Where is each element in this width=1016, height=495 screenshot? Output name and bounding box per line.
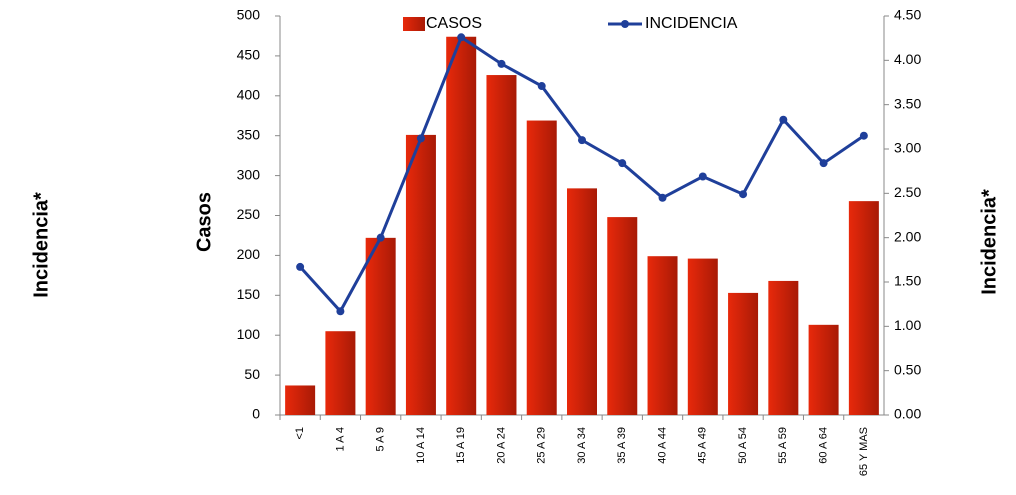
line-point bbox=[578, 136, 586, 145]
x-tick-label: <1 bbox=[294, 427, 306, 440]
bar bbox=[687, 258, 718, 415]
bar bbox=[285, 385, 316, 415]
annotation: Incidencia* bbox=[30, 192, 52, 298]
y-tick-label: 0 bbox=[252, 406, 260, 422]
line-point bbox=[819, 159, 828, 168]
bar bbox=[848, 201, 879, 415]
y-tick-label: 50 bbox=[244, 366, 260, 382]
bar bbox=[728, 292, 759, 415]
line-point bbox=[336, 307, 345, 316]
line-point bbox=[658, 193, 667, 202]
bar bbox=[607, 217, 638, 415]
x-tick-label: 45 A 49 bbox=[697, 427, 709, 464]
y-tick-label: 350 bbox=[237, 126, 261, 142]
y2-tick-label: 2.50 bbox=[894, 184, 921, 200]
y2-tick-label: 0.00 bbox=[894, 406, 921, 422]
y2-tick-label: 4.50 bbox=[894, 7, 921, 23]
bar bbox=[808, 324, 839, 415]
line-point bbox=[698, 172, 707, 181]
y2-tick-label: 3.00 bbox=[894, 140, 921, 156]
y-tick-label: 400 bbox=[237, 87, 261, 103]
y2-tick-label: 1.00 bbox=[894, 317, 921, 333]
x-tick-label: 35 A 39 bbox=[616, 427, 628, 464]
bar bbox=[526, 120, 557, 416]
bar bbox=[405, 134, 436, 416]
bar bbox=[567, 188, 597, 415]
y-tick-label: 150 bbox=[237, 286, 261, 302]
y2-axis-label: Incidencia* bbox=[978, 189, 1000, 295]
line-point bbox=[739, 190, 748, 199]
bar bbox=[365, 237, 396, 415]
x-tick-label: 20 A 24 bbox=[495, 427, 507, 464]
y2-tick-label: 1.50 bbox=[894, 273, 921, 289]
x-tick-label: 50 A 54 bbox=[737, 427, 749, 464]
x-tick-label: 65 Y MAS bbox=[858, 427, 870, 476]
line-point bbox=[296, 262, 305, 271]
legend-swatch bbox=[403, 17, 425, 31]
x-tick-label: 15 A 19 bbox=[455, 427, 467, 464]
legend-marker bbox=[621, 20, 629, 28]
x-tick-label: 5 A 9 bbox=[375, 427, 387, 451]
y2-tick-label: 3.50 bbox=[894, 95, 921, 111]
line-point bbox=[859, 131, 868, 140]
line-point bbox=[779, 115, 788, 124]
y-axis-label: Casos bbox=[193, 192, 215, 252]
bar bbox=[486, 75, 517, 415]
x-tick-label: 25 A 29 bbox=[536, 427, 548, 464]
line-point bbox=[416, 134, 425, 143]
y2-tick-label: 4.00 bbox=[894, 51, 921, 67]
bar bbox=[768, 280, 799, 415]
bar bbox=[446, 36, 477, 416]
y-tick-label: 100 bbox=[237, 326, 261, 342]
y-tick-label: 500 bbox=[237, 7, 261, 23]
line-point bbox=[537, 82, 546, 91]
x-tick-label: 60 A 64 bbox=[818, 427, 830, 464]
y-tick-label: 200 bbox=[237, 246, 261, 262]
y2-tick-label: 2.00 bbox=[894, 228, 921, 244]
x-tick-label: 55 A 59 bbox=[777, 427, 789, 464]
y-tick-label: 250 bbox=[237, 206, 261, 222]
line-point bbox=[376, 233, 385, 242]
y2-tick-label: 0.50 bbox=[894, 361, 921, 377]
x-tick-label: 10 A 14 bbox=[415, 427, 427, 464]
line-point bbox=[618, 159, 627, 168]
x-tick-label: 30 A 34 bbox=[576, 427, 588, 464]
legend-label: INCIDENCIA bbox=[645, 15, 738, 32]
line-point bbox=[497, 59, 506, 68]
bar bbox=[647, 256, 678, 415]
legend-label: CASOS bbox=[426, 15, 482, 32]
y-tick-label: 450 bbox=[237, 47, 261, 63]
x-tick-label: 1 A 4 bbox=[334, 427, 346, 451]
y-tick-label: 300 bbox=[237, 166, 261, 182]
x-tick-label: 40 A 44 bbox=[656, 427, 668, 464]
bar bbox=[325, 331, 356, 415]
line-point bbox=[457, 33, 466, 42]
